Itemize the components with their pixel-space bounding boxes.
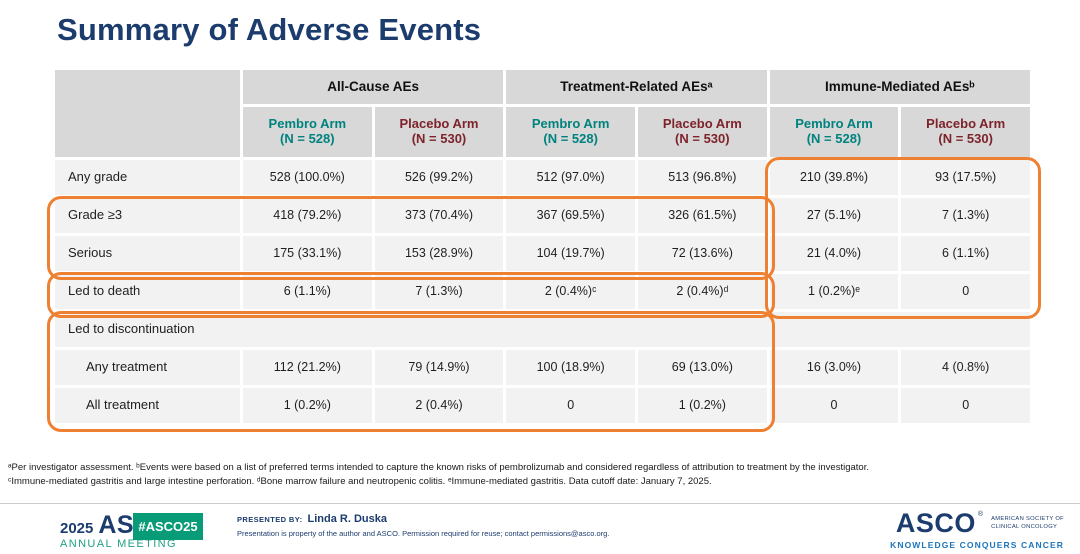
arm-n: (N = 528) [280,131,335,146]
arm-name: Placebo Arm [399,116,479,132]
footnote-line-1: ᵃPer investigator assessment. ᵇEvents we… [8,462,869,473]
footer-divider [0,503,1080,504]
table-cell: 2 (0.4%)ᶜ [506,274,635,309]
adverse-events-table: All-Cause AEs Treatment-Related AEsᵃ Imm… [55,70,1030,423]
table-cell: 0 [506,388,635,423]
arm-header-placebo: Placebo Arm (N = 530) [638,107,767,157]
footnotes: ᵃPer investigator assessment. ᵇEvents we… [8,461,1076,489]
asco-society-logo: ASCO ® AMERICAN SOCIETY OF CLINICAL ONCO… [890,508,1064,550]
table-cell: 0 [769,388,899,423]
table-cell: 418 (79.2%) [243,198,372,233]
arm-n: (N = 528) [806,131,862,146]
meeting-subtitle: ANNUAL MEETING [60,538,177,550]
table-cell: 373 (70.4%) [374,198,504,233]
table-cell: 21 (4.0%) [769,236,899,271]
table-cell: 153 (28.9%) [374,236,504,271]
society-name-line2: CLINICAL ONCOLOGY [991,523,1058,530]
corner-header-cell [55,70,240,157]
table-cell: 512 (97.0%) [506,160,635,195]
table-cell: 528 (100.0%) [243,160,372,195]
registered-mark: ® [977,511,984,518]
arm-header-pembro: Pembro Arm (N = 528) [769,107,899,157]
table-cell: 16 (3.0%) [769,350,899,385]
hashtag-badge: #ASCO25 [133,513,203,540]
table-cell: 69 (13.0%) [638,350,767,385]
arm-n: (N = 530) [675,131,730,146]
table-cell: 2 (0.4%) [374,388,504,423]
arm-name: Pembro Arm [531,116,610,132]
arm-n: (N = 528) [543,131,598,146]
column-group-header-treatment-related: Treatment-Related AEsᵃ [506,70,767,104]
presenter-block: PRESENTED BY: Linda R. Duska Presentatio… [237,513,609,538]
permission-text: Presentation is property of the author a… [237,529,610,538]
table-cell: 0 [901,388,1030,423]
table-cell: 79 (14.9%) [374,350,504,385]
arm-name: Pembro Arm [795,116,873,132]
arm-name: Placebo Arm [662,116,742,132]
column-group-header-all-cause: All-Cause AEs [243,70,504,104]
row-label-led-to-death: Led to death [55,274,240,309]
presenter-name: Linda R. Duska [307,513,387,525]
table-cell: 6 (1.1%) [901,236,1030,271]
table-cell: 1 (0.2%)ᵉ [769,274,899,309]
page-title: Summary of Adverse Events [57,12,482,47]
table-cell: 526 (99.2%) [374,160,504,195]
presented-by-label: PRESENTED BY: [237,515,303,524]
society-name-line1: AMERICAN SOCIETY OF [991,516,1064,523]
table-cell: 326 (61.5%) [638,198,767,233]
footer: 2025 ASCO ® ANNUAL MEETING #ASCO25 PRESE… [0,504,1080,554]
row-label-led-to-discontinuation: Led to discontinuation [55,312,1030,347]
meeting-year: 2025 [60,520,94,537]
arm-header-pembro: Pembro Arm (N = 528) [506,107,635,157]
asco-wordmark: ASCO [895,508,976,538]
table-cell: 112 (21.2%) [243,350,372,385]
table-cell: 7 (1.3%) [374,274,504,309]
arm-header-pembro: Pembro Arm (N = 528) [243,107,372,157]
row-label-serious: Serious [55,236,240,271]
table-cell: 513 (96.8%) [638,160,767,195]
row-label-any-treatment: Any treatment [55,350,240,385]
table-cell: 27 (5.1%) [769,198,899,233]
arm-n: (N = 530) [411,131,467,146]
table-cell: 175 (33.1%) [243,236,372,271]
table-cell: 93 (17.5%) [901,160,1030,195]
table-cell: 2 (0.4%)ᵈ [638,274,767,309]
arm-n: (N = 530) [938,131,993,146]
asco-tagline: KNOWLEDGE CONQUERS CANCER [890,540,1064,550]
arm-header-placebo: Placebo Arm (N = 530) [374,107,504,157]
arm-name: Placebo Arm [926,116,1006,132]
table-cell: 7 (1.3%) [901,198,1030,233]
table-cell: 104 (19.7%) [506,236,635,271]
row-label-all-treatment: All treatment [55,388,240,423]
table-cell: 1 (0.2%) [243,388,372,423]
table-cell: 6 (1.1%) [243,274,372,309]
footnote-line-2: ᶜImmune-mediated gastritis and large int… [8,476,712,487]
arm-name: Pembro Arm [268,116,347,132]
row-label-grade-3: Grade ≥3 [55,198,240,233]
table-cell: 210 (39.8%) [769,160,899,195]
row-label-any-grade: Any grade [55,160,240,195]
column-group-header-immune-mediated: Immune-Mediated AEsᵇ [769,70,1030,104]
arm-header-placebo: Placebo Arm (N = 530) [901,107,1030,157]
table-cell: 72 (13.6%) [638,236,767,271]
table-cell: 4 (0.8%) [901,350,1030,385]
table-cell: 100 (18.9%) [506,350,635,385]
table-cell: 367 (69.5%) [506,198,635,233]
table-cell: 1 (0.2%) [638,388,767,423]
table-cell: 0 [901,274,1030,309]
